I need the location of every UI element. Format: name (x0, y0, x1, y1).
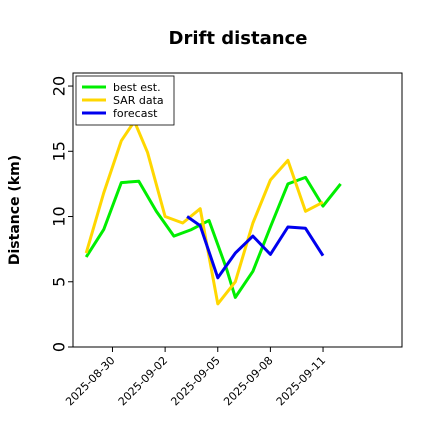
x-tick-label: 2025-09-05 (168, 354, 222, 408)
chart-title: Drift distance (169, 28, 308, 49)
legend-label: SAR data (113, 94, 164, 107)
x-tick-label: 2025-09-11 (274, 354, 328, 408)
y-tick-label: 10 (50, 206, 69, 226)
x-tick-label: 2025-08-30 (63, 354, 117, 408)
x-tick-label: 2025-09-08 (221, 354, 275, 408)
plot-area (72, 72, 403, 348)
y-axis: 0 5 10 15 20 (50, 76, 73, 352)
legend-label: forecast (113, 107, 158, 120)
series-line (186, 215, 325, 280)
series-lines (84, 119, 342, 306)
y-tick-label: 15 (50, 141, 69, 161)
x-axis: 2025-08-302025-09-022025-09-052025-09-08… (63, 347, 328, 408)
series-line (84, 119, 324, 306)
y-tick-label: 20 (50, 76, 69, 96)
y-tick-label: 0 (50, 342, 69, 352)
y-tick-label: 5 (50, 277, 69, 287)
x-tick-label: 2025-09-02 (116, 354, 170, 408)
y-axis-label: Distance (km) (7, 155, 23, 265)
series-line (84, 175, 342, 299)
legend-label: best est. (113, 81, 161, 94)
